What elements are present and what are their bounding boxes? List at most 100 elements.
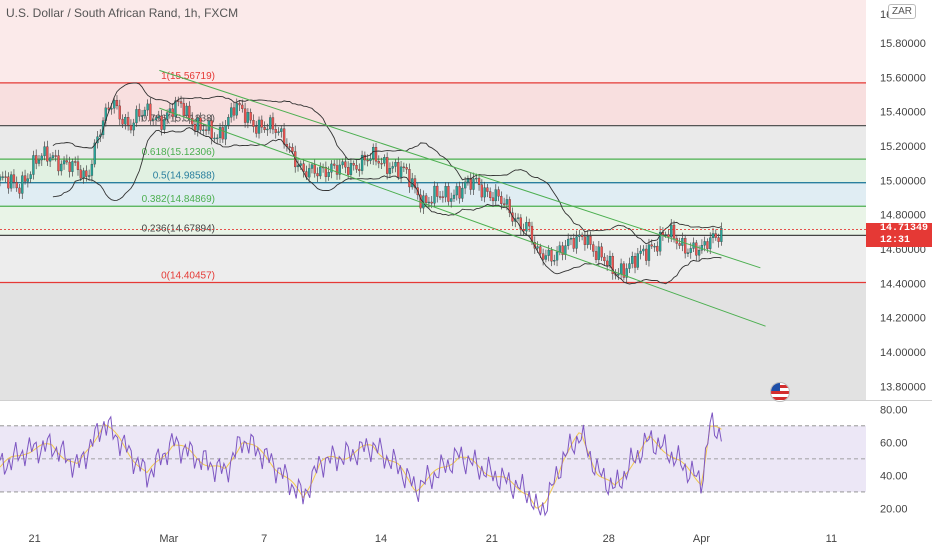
candle (291, 146, 294, 152)
candle (700, 245, 704, 251)
candle (310, 164, 314, 169)
candle (500, 196, 503, 204)
candle (625, 268, 628, 278)
candle (589, 236, 592, 245)
bar-countdown: 12:31 (880, 235, 911, 246)
candle (583, 236, 587, 245)
candle (597, 246, 600, 260)
candle (288, 146, 291, 148)
candle (394, 162, 397, 167)
candle (658, 231, 662, 252)
candle (46, 146, 49, 162)
candle (645, 248, 648, 261)
candle (319, 166, 322, 177)
candle (544, 255, 548, 260)
fib-zone (0, 206, 866, 236)
fib-zone-bottom (0, 282, 866, 400)
candle (505, 199, 509, 205)
candle (463, 181, 467, 189)
price-tick-label: 14.40000 (880, 278, 926, 290)
candle (380, 162, 383, 165)
candle (299, 163, 302, 166)
candle (12, 174, 16, 183)
candle (489, 191, 492, 198)
price-tick-label: 13.80000 (880, 381, 926, 393)
candle (165, 112, 169, 120)
candle (695, 242, 698, 256)
candle (452, 194, 456, 199)
candle (213, 137, 216, 140)
rsi-tick-label: 20.00 (880, 503, 908, 515)
candle (631, 256, 634, 264)
candle (266, 128, 269, 131)
candle (327, 172, 330, 177)
candle (269, 117, 272, 130)
candle (633, 256, 637, 268)
candle (241, 104, 244, 109)
candle (26, 178, 30, 182)
candle (617, 273, 620, 276)
candle (174, 100, 177, 117)
candle (308, 168, 311, 178)
candle (536, 246, 539, 249)
candle (592, 244, 595, 252)
candle (672, 224, 676, 239)
candle (653, 245, 656, 248)
currency-button[interactable]: ZAR (888, 4, 916, 19)
candle (436, 185, 439, 197)
fib-label-0.382: 0.382(14.84869) (142, 194, 215, 205)
candle (717, 237, 720, 242)
candle (475, 177, 478, 180)
candle (516, 217, 520, 219)
candle (324, 167, 328, 177)
candle (360, 154, 364, 171)
candle (578, 234, 581, 237)
candle (152, 119, 155, 121)
us-flag-icon[interactable] (770, 382, 790, 402)
rsi-tick-label: 60.00 (880, 437, 908, 449)
candle (18, 187, 21, 194)
candle (628, 263, 631, 269)
candle (202, 129, 205, 131)
candle (447, 186, 450, 202)
candle (0, 176, 2, 181)
candle (349, 163, 353, 175)
fib-zone (0, 82, 866, 126)
candle (494, 189, 497, 202)
candle (539, 246, 542, 254)
candle (185, 105, 188, 116)
candle (594, 251, 598, 260)
candle (90, 163, 94, 176)
candle (7, 176, 10, 189)
candle (678, 243, 681, 246)
candle (383, 157, 386, 164)
candle (363, 154, 367, 161)
chart-title: U.S. Dollar / South African Rand, 1h, FX… (6, 6, 239, 20)
candle (71, 161, 74, 172)
last-price-tag: 14.71349 12:31 (866, 223, 932, 247)
price-tick-label: 15.60000 (880, 72, 926, 84)
candle (586, 236, 589, 245)
candle (480, 184, 483, 198)
candle (686, 252, 690, 254)
candle (374, 147, 378, 162)
candle (43, 146, 46, 157)
candle (564, 245, 567, 255)
candle (23, 175, 27, 182)
candle (355, 165, 358, 170)
candle (461, 187, 464, 199)
candle (689, 248, 692, 253)
time-tick-label: 28 (603, 533, 615, 545)
candle (35, 155, 38, 164)
fib-zone (0, 159, 866, 183)
fib-label-0.618: 0.618(15.12306) (142, 147, 215, 158)
candle (227, 117, 230, 126)
candle (477, 177, 481, 185)
candle (377, 161, 380, 164)
candle (124, 117, 127, 125)
candle (606, 260, 609, 266)
candle (664, 234, 667, 236)
candle (54, 155, 57, 157)
candle (93, 142, 96, 165)
